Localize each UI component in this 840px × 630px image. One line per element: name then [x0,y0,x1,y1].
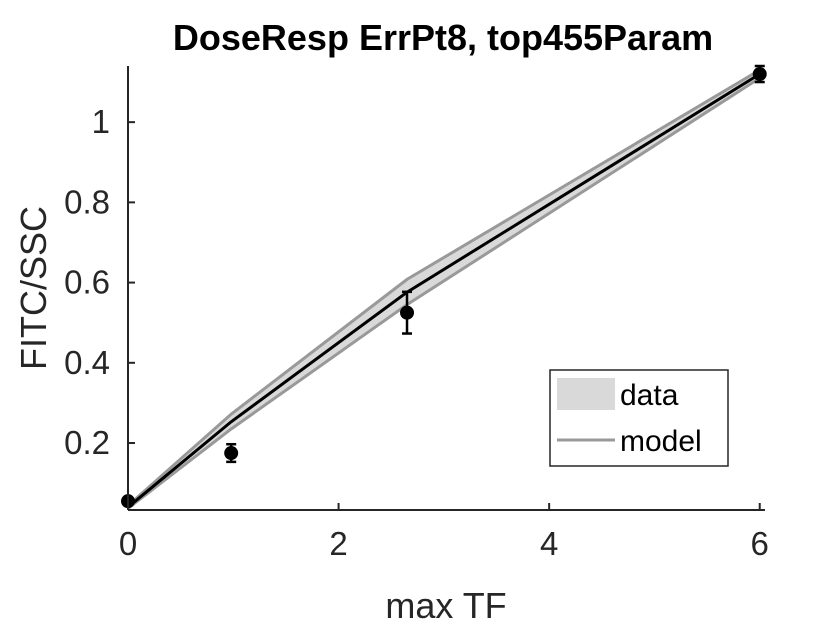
y-tick-label: 0.8 [64,183,110,220]
plot-area [121,64,767,510]
band-upper-edge [127,68,761,507]
y-tick-label: 1 [92,103,110,140]
y-tick-label: 0.4 [64,344,110,381]
band-lower-edge [127,76,761,510]
x-tick-label: 6 [751,525,769,562]
y-tick-label: 0.2 [64,424,110,461]
legend-swatch-data [557,378,615,410]
legend-label-data: data [620,379,679,412]
legend: data model [549,369,729,467]
chart-title: DoseResp ErrPt8, top455Param [173,17,713,58]
y-tick-label: 0.6 [64,264,110,301]
x-axis-label: max TF [385,585,506,626]
y-axis-label: FITC/SSC [13,206,54,370]
x-tick-label: 4 [540,525,558,562]
data-point [752,67,767,82]
model-line [127,72,761,509]
x-tick-label: 0 [119,525,137,562]
data-point [224,446,239,461]
data-point [400,305,415,320]
x-tick-label: 2 [329,525,347,562]
y-ticks: 0.2 0.4 0.6 0.8 1 [64,103,135,461]
x-ticks: 0 2 4 6 [119,503,769,562]
legend-label-model: model [620,425,702,458]
